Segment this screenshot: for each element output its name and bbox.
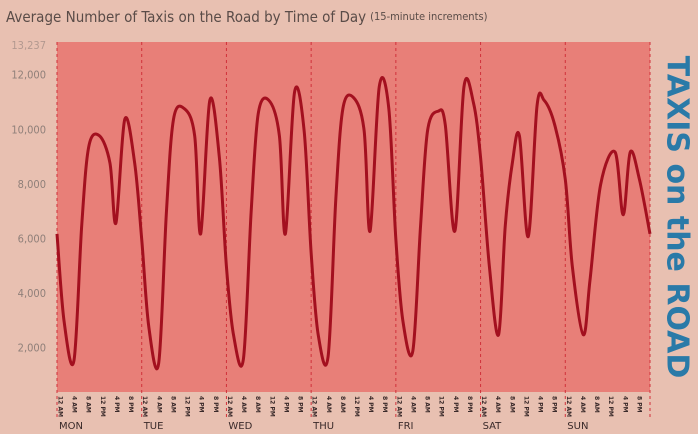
- y-tick-label: 2,000: [18, 341, 46, 354]
- hour-label: 4 PM: [282, 396, 289, 413]
- hour-label: 8 AM: [85, 396, 92, 413]
- hour-label: 12 AM: [480, 396, 487, 417]
- hour-label: 12 PM: [353, 396, 360, 417]
- hour-label: 8 AM: [254, 396, 261, 413]
- hour-label: 4 AM: [579, 396, 586, 413]
- day-label: SUN: [567, 421, 588, 432]
- hour-label: 4 AM: [71, 396, 78, 413]
- hour-label: 8 PM: [297, 396, 304, 413]
- hour-label: 12 AM: [565, 396, 572, 417]
- y-tick-label: 6,000: [18, 232, 46, 245]
- hour-label: 12 PM: [607, 396, 614, 417]
- hour-label: 12 AM: [57, 396, 64, 417]
- hour-label: 8 PM: [127, 396, 134, 413]
- hour-label: 8 AM: [508, 396, 515, 413]
- hour-label: 8 PM: [381, 396, 388, 413]
- title: Average Number of Taxis on the Road by T…: [6, 8, 366, 26]
- day-label: SAT: [483, 421, 503, 432]
- side-label: TAXIS on the ROAD: [660, 56, 695, 379]
- hour-label: 8 AM: [169, 396, 176, 413]
- hour-label: 4 PM: [198, 396, 205, 413]
- day-label: THU: [312, 421, 334, 432]
- subtitle: (15-minute increments): [370, 10, 487, 23]
- hour-label: 8 PM: [212, 396, 219, 413]
- chart-title: Average Number of Taxis on the Road by T…: [6, 8, 488, 26]
- hour-label: 12 PM: [184, 396, 191, 417]
- hour-label: 4 AM: [494, 396, 501, 413]
- hour-label: 4 AM: [325, 396, 332, 413]
- hour-label: 4 AM: [155, 396, 162, 413]
- hour-label: 12 AM: [311, 396, 318, 417]
- line: [55, 76, 652, 371]
- hour-label: 8 PM: [466, 396, 473, 413]
- hour-label: 12 PM: [268, 396, 275, 417]
- y-tick-label: 12,000: [11, 69, 46, 82]
- y-tick-label: 8,000: [18, 178, 46, 191]
- hour-label: 8 AM: [339, 396, 346, 413]
- day-label: TUE: [143, 421, 164, 432]
- hour-label: 4 PM: [367, 396, 374, 413]
- y-tick-label: 10,000: [11, 123, 46, 136]
- hour-label: 4 AM: [240, 396, 247, 413]
- hour-label: 4 PM: [452, 396, 459, 413]
- hour-label: 8 PM: [551, 396, 558, 413]
- hour-label: 8 AM: [593, 396, 600, 413]
- hour-label: 12 PM: [438, 396, 445, 417]
- y-tick-label: 4,000: [18, 287, 46, 300]
- hour-label: 12 AM: [395, 396, 402, 417]
- hour-label: 12 PM: [522, 396, 529, 417]
- hour-label: 8 PM: [635, 396, 642, 413]
- day-label: FRI: [398, 421, 414, 432]
- hour-label: 12 PM: [99, 396, 106, 417]
- hour-label: 4 PM: [113, 396, 120, 413]
- y-tick-label: 13,237: [11, 39, 46, 52]
- hour-label: 12 AM: [226, 396, 233, 417]
- hour-label: 4 PM: [537, 396, 544, 413]
- plot-area: [57, 42, 650, 392]
- day-label: WED: [228, 421, 252, 432]
- hour-label: 4 AM: [409, 396, 416, 413]
- hour-label: 4 PM: [621, 396, 628, 413]
- day-label: MON: [59, 421, 83, 432]
- hour-label: 12 AM: [141, 396, 148, 417]
- hour-label: 8 AM: [424, 396, 431, 413]
